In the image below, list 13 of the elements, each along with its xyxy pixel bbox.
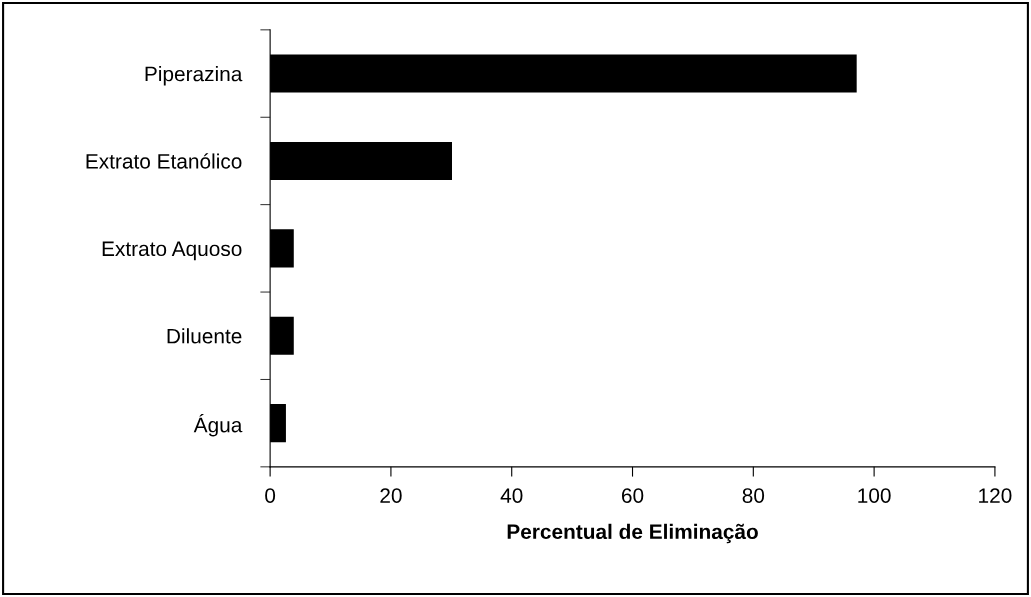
y-tick-label: Água bbox=[193, 414, 243, 437]
x-tick-label: 80 bbox=[742, 488, 765, 503]
x-tick-label: 120 bbox=[979, 488, 1012, 503]
x-axis-title: Percentual de Eliminação bbox=[507, 523, 758, 544]
x-tick-label: 40 bbox=[500, 488, 523, 503]
y-tick-label: Piperazina bbox=[145, 66, 243, 86]
x-tick-label: 60 bbox=[621, 488, 644, 503]
x-tick-label: 20 bbox=[380, 488, 402, 503]
y-tick-label: Extrato Etanólico bbox=[86, 153, 242, 169]
y-tick-label: Diluente bbox=[167, 328, 242, 344]
x-tick-label: 0 bbox=[265, 488, 276, 503]
y-tick-label: Extrato Aquoso bbox=[102, 241, 242, 261]
x-tick-label: 100 bbox=[858, 488, 891, 503]
